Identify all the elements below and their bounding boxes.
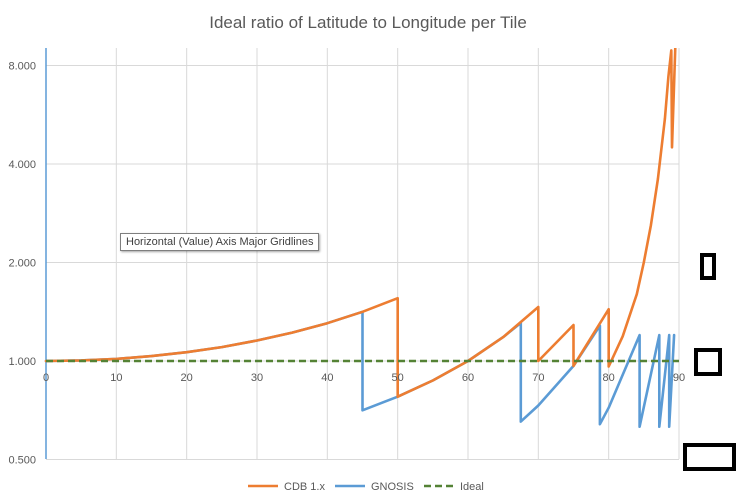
x-tick-label: 30 bbox=[251, 372, 263, 384]
x-tick-label: 0 bbox=[43, 372, 49, 384]
series-layer bbox=[44, 48, 679, 429]
x-tick-label: 60 bbox=[462, 372, 474, 384]
x-tick-label: 70 bbox=[532, 372, 544, 384]
chart-title: Ideal ratio of Latitude to Longitude per… bbox=[209, 13, 527, 32]
gridlines-tooltip: Horizontal (Value) Axis Major Gridlines bbox=[120, 233, 320, 251]
tick-labels: 0 10 20 30 40 50 60 70 80 90 0.500 1.000 2.000 4.000 8… bbox=[8, 61, 685, 467]
annotation-box bbox=[683, 443, 736, 471]
series-line-gnosis bbox=[44, 310, 676, 429]
x-tick-label: 20 bbox=[181, 372, 193, 384]
annotation-box bbox=[694, 348, 722, 376]
y-tick-label: 1.000 bbox=[8, 356, 36, 368]
y-tick-label: 4.000 bbox=[8, 159, 36, 171]
x-tick-label: 10 bbox=[110, 372, 122, 384]
y-tick-label: 0.500 bbox=[8, 455, 36, 467]
legend-label: CDB 1.x bbox=[284, 481, 325, 493]
y-tick-label: 2.000 bbox=[8, 258, 36, 270]
x-tick-label: 80 bbox=[603, 372, 615, 384]
x-tick-label: 50 bbox=[392, 372, 404, 384]
legend-label: Ideal bbox=[460, 481, 484, 493]
x-tick-label: 40 bbox=[321, 372, 333, 384]
y-tick-label: 8.000 bbox=[8, 61, 36, 73]
x-tick-label: 90 bbox=[673, 372, 685, 384]
legend: CDB 1.x GNOSIS Ideal bbox=[248, 481, 484, 493]
legend-label: GNOSIS bbox=[371, 481, 414, 493]
annotation-box bbox=[700, 253, 716, 280]
series-line-cdb-1-x bbox=[44, 48, 677, 399]
